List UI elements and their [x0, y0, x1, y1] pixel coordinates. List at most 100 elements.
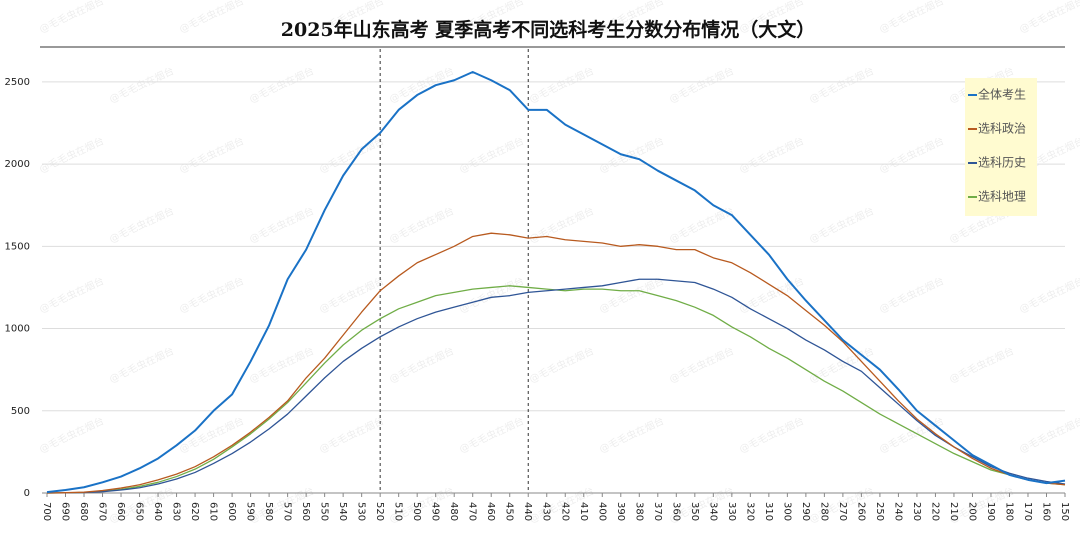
- x-tick-label: 600: [226, 502, 237, 521]
- x-tick-label: 510: [393, 502, 404, 521]
- series-line: [46, 285, 1066, 494]
- watermark: @毛毛虫在烟台: [387, 204, 456, 245]
- x-tick-label: 360: [670, 502, 681, 521]
- watermark: @毛毛虫在烟台: [387, 64, 456, 105]
- x-tick-label: 400: [596, 502, 607, 521]
- watermark: @毛毛虫在烟台: [807, 204, 876, 245]
- watermark: @毛毛虫在烟台: [107, 204, 176, 245]
- y-tick-label: 500: [11, 406, 30, 417]
- x-tick-label: 390: [615, 502, 626, 521]
- watermark: @毛毛虫在烟台: [737, 414, 806, 455]
- x-tick-label: 490: [430, 502, 441, 521]
- x-tick-label: 570: [282, 502, 293, 521]
- watermark: @毛毛虫在烟台: [527, 344, 596, 385]
- x-tick-label: 180: [1003, 502, 1014, 521]
- watermark: @毛毛虫在烟台: [37, 134, 106, 175]
- watermark: @毛毛虫在烟台: [527, 64, 596, 105]
- x-tick-label: 310: [763, 502, 774, 521]
- watermark: @毛毛虫在烟台: [597, 414, 666, 455]
- watermark: @毛毛虫在烟台: [1017, 274, 1080, 315]
- x-tick-label: 260: [855, 502, 866, 521]
- y-tick-label: 1000: [5, 324, 30, 335]
- chart-title: 2025年山东高考 夏季高考不同选科考生分数分布情况（大文）: [281, 18, 816, 41]
- y-tick-label: 1500: [5, 241, 30, 252]
- watermark: @毛毛虫在烟台: [667, 64, 736, 105]
- watermark: @毛毛虫在烟台: [1017, 0, 1080, 35]
- watermark: @毛毛虫在烟台: [37, 414, 106, 455]
- watermark: @毛毛虫在烟台: [107, 64, 176, 105]
- x-tick-label: 160: [1040, 502, 1051, 521]
- watermark: @毛毛虫在烟台: [247, 204, 316, 245]
- watermark: @毛毛虫在烟台: [1017, 414, 1080, 455]
- x-tick-label: 590: [245, 502, 256, 521]
- watermark: @毛毛虫在烟台: [387, 344, 456, 385]
- x-tick-label: 290: [800, 502, 811, 521]
- watermark: @毛毛虫在烟台: [457, 414, 526, 455]
- watermark: @毛毛虫在烟台: [177, 134, 246, 175]
- x-tick-label: 680: [78, 502, 89, 521]
- watermark: @毛毛虫在烟台: [177, 414, 246, 455]
- x-tick-label: 440: [522, 502, 533, 521]
- watermark: @毛毛虫在烟台: [807, 344, 876, 385]
- watermark: @毛毛虫在烟台: [877, 134, 946, 175]
- legend-label: 全体考生: [978, 87, 1026, 102]
- watermark: @毛毛虫在烟台: [317, 274, 386, 315]
- watermark-layer: @毛毛虫在烟台 @毛毛虫在烟台 @毛毛虫在烟台 @毛毛虫在烟台 @毛毛虫在烟台 @毛毛虫在…: [37, 0, 1080, 525]
- watermark: @毛毛虫在烟台: [317, 134, 386, 175]
- x-tick-label: 300: [781, 502, 792, 521]
- x-tick-label: 340: [707, 502, 718, 521]
- watermark: @毛毛虫在烟台: [457, 134, 526, 175]
- x-tick-label: 430: [541, 502, 552, 521]
- y-tick-label: 0: [24, 488, 30, 499]
- x-tick-label: 170: [1022, 502, 1033, 521]
- watermark: @毛毛虫在烟台: [177, 0, 246, 35]
- x-tick-label: 270: [837, 502, 848, 521]
- x-tick-label: 610: [208, 502, 219, 521]
- x-tick-label: 700: [41, 502, 52, 521]
- watermark: @毛毛虫在烟台: [317, 414, 386, 455]
- x-tick-label: 280: [818, 502, 829, 521]
- x-tick-label: 240: [892, 502, 903, 521]
- x-tick-label: 550: [319, 502, 330, 521]
- watermark: @毛毛虫在烟台: [37, 274, 106, 315]
- x-tick-label: 560: [300, 502, 311, 521]
- y-tick-label: 2500: [5, 77, 30, 88]
- x-tick-label: 450: [504, 502, 515, 521]
- y-tick-label: 2000: [5, 159, 30, 170]
- x-tick-label: 670: [97, 502, 108, 521]
- watermark: @毛毛虫在烟台: [807, 64, 876, 105]
- x-tick-label: 460: [485, 502, 496, 521]
- watermark: @毛毛虫在烟台: [947, 344, 1016, 385]
- series-line: [46, 278, 1066, 494]
- x-tick-label: 620: [189, 502, 200, 521]
- x-tick-label: 640: [152, 502, 163, 521]
- x-tick-label: 150: [1059, 502, 1070, 521]
- watermark: @毛毛虫在烟台: [247, 64, 316, 105]
- watermark: @毛毛虫在烟台: [107, 344, 176, 385]
- x-tick-label: 650: [134, 502, 145, 521]
- watermark: @毛毛虫在烟台: [877, 414, 946, 455]
- x-tick-label: 540: [337, 502, 348, 521]
- x-tick-label: 320: [744, 502, 755, 521]
- x-tick-label: 660: [115, 502, 126, 521]
- x-tick-label: 380: [633, 502, 644, 521]
- legend-label: 选科政治: [978, 122, 1026, 136]
- x-tick-label: 690: [60, 502, 71, 521]
- x-tick-label: 520: [374, 502, 385, 521]
- watermark: @毛毛虫在烟台: [877, 0, 946, 35]
- watermark: @毛毛虫在烟台: [177, 274, 246, 315]
- series-line: [46, 232, 1066, 494]
- x-tick-label: 350: [689, 502, 700, 521]
- x-tick-label: 530: [356, 502, 367, 521]
- x-tick-label: 480: [448, 502, 459, 521]
- x-tick-label: 370: [652, 502, 663, 521]
- watermark: @毛毛虫在烟台: [737, 274, 806, 315]
- x-tick-label: 410: [578, 502, 589, 521]
- x-tick-label: 210: [948, 502, 959, 521]
- x-tick-label: 230: [911, 502, 922, 521]
- watermark: @毛毛虫在烟台: [667, 204, 736, 245]
- series-line: [46, 71, 1066, 494]
- x-tick-label: 420: [559, 502, 570, 521]
- x-tick-label: 500: [411, 502, 422, 521]
